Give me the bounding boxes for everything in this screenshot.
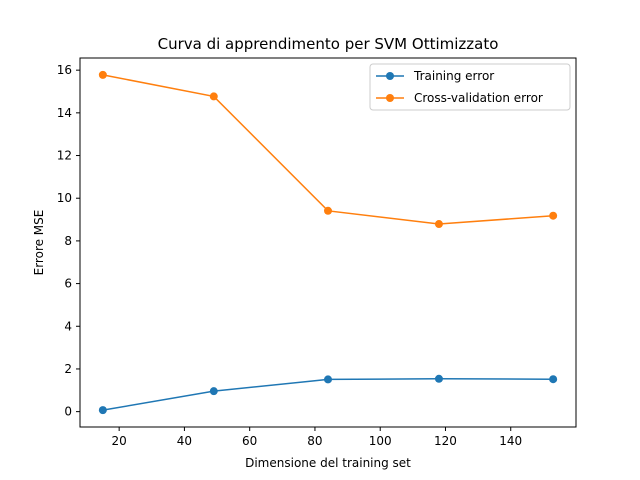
legend: Training error Cross-validation error (369, 63, 571, 111)
legend-box (369, 63, 571, 111)
y-axis: 0 2 4 6 8 10 12 14 16 (57, 63, 80, 419)
y-tick-label: 10 (57, 191, 72, 205)
data-point (98, 406, 107, 415)
data-point (549, 375, 558, 384)
y-tick-label: 12 (57, 149, 72, 163)
x-tick-label: 120 (434, 434, 457, 448)
y-tick-label: 16 (57, 63, 72, 77)
legend-marker (386, 72, 394, 80)
legend-label: Cross-validation error (414, 91, 543, 105)
x-tick-label: 140 (499, 434, 522, 448)
data-point (434, 220, 443, 229)
x-axis-title: Dimensione del training set (245, 456, 411, 470)
y-tick-label: 14 (57, 106, 72, 120)
data-point (434, 374, 443, 383)
y-tick-label: 6 (64, 277, 72, 291)
data-point (209, 387, 218, 396)
chart-title: Curva di apprendimento per SVM Ottimizza… (158, 35, 499, 53)
x-tick-label: 80 (307, 434, 322, 448)
data-point (324, 375, 332, 384)
data-point (209, 92, 218, 101)
x-tick-label: 100 (369, 434, 392, 448)
legend-marker (386, 94, 394, 102)
y-tick-label: 4 (64, 319, 72, 333)
axes-frame (79, 57, 577, 428)
x-tick-label: 40 (177, 434, 192, 448)
data-point (98, 70, 107, 79)
data-point (549, 211, 558, 220)
x-tick-label: 20 (112, 434, 127, 448)
y-axis-title: Errore MSE (32, 210, 46, 276)
series-line-1 (102, 378, 554, 411)
x-tick-label: 60 (242, 434, 257, 448)
y-tick-label: 8 (64, 234, 72, 248)
legend-label: Training error (413, 69, 494, 83)
y-tick-label: 0 (64, 405, 72, 419)
y-tick-label: 2 (64, 362, 72, 376)
x-axis: 20 40 60 80 100 120 140 (112, 427, 522, 448)
data-point (324, 206, 332, 215)
plot-area (98, 70, 558, 415)
